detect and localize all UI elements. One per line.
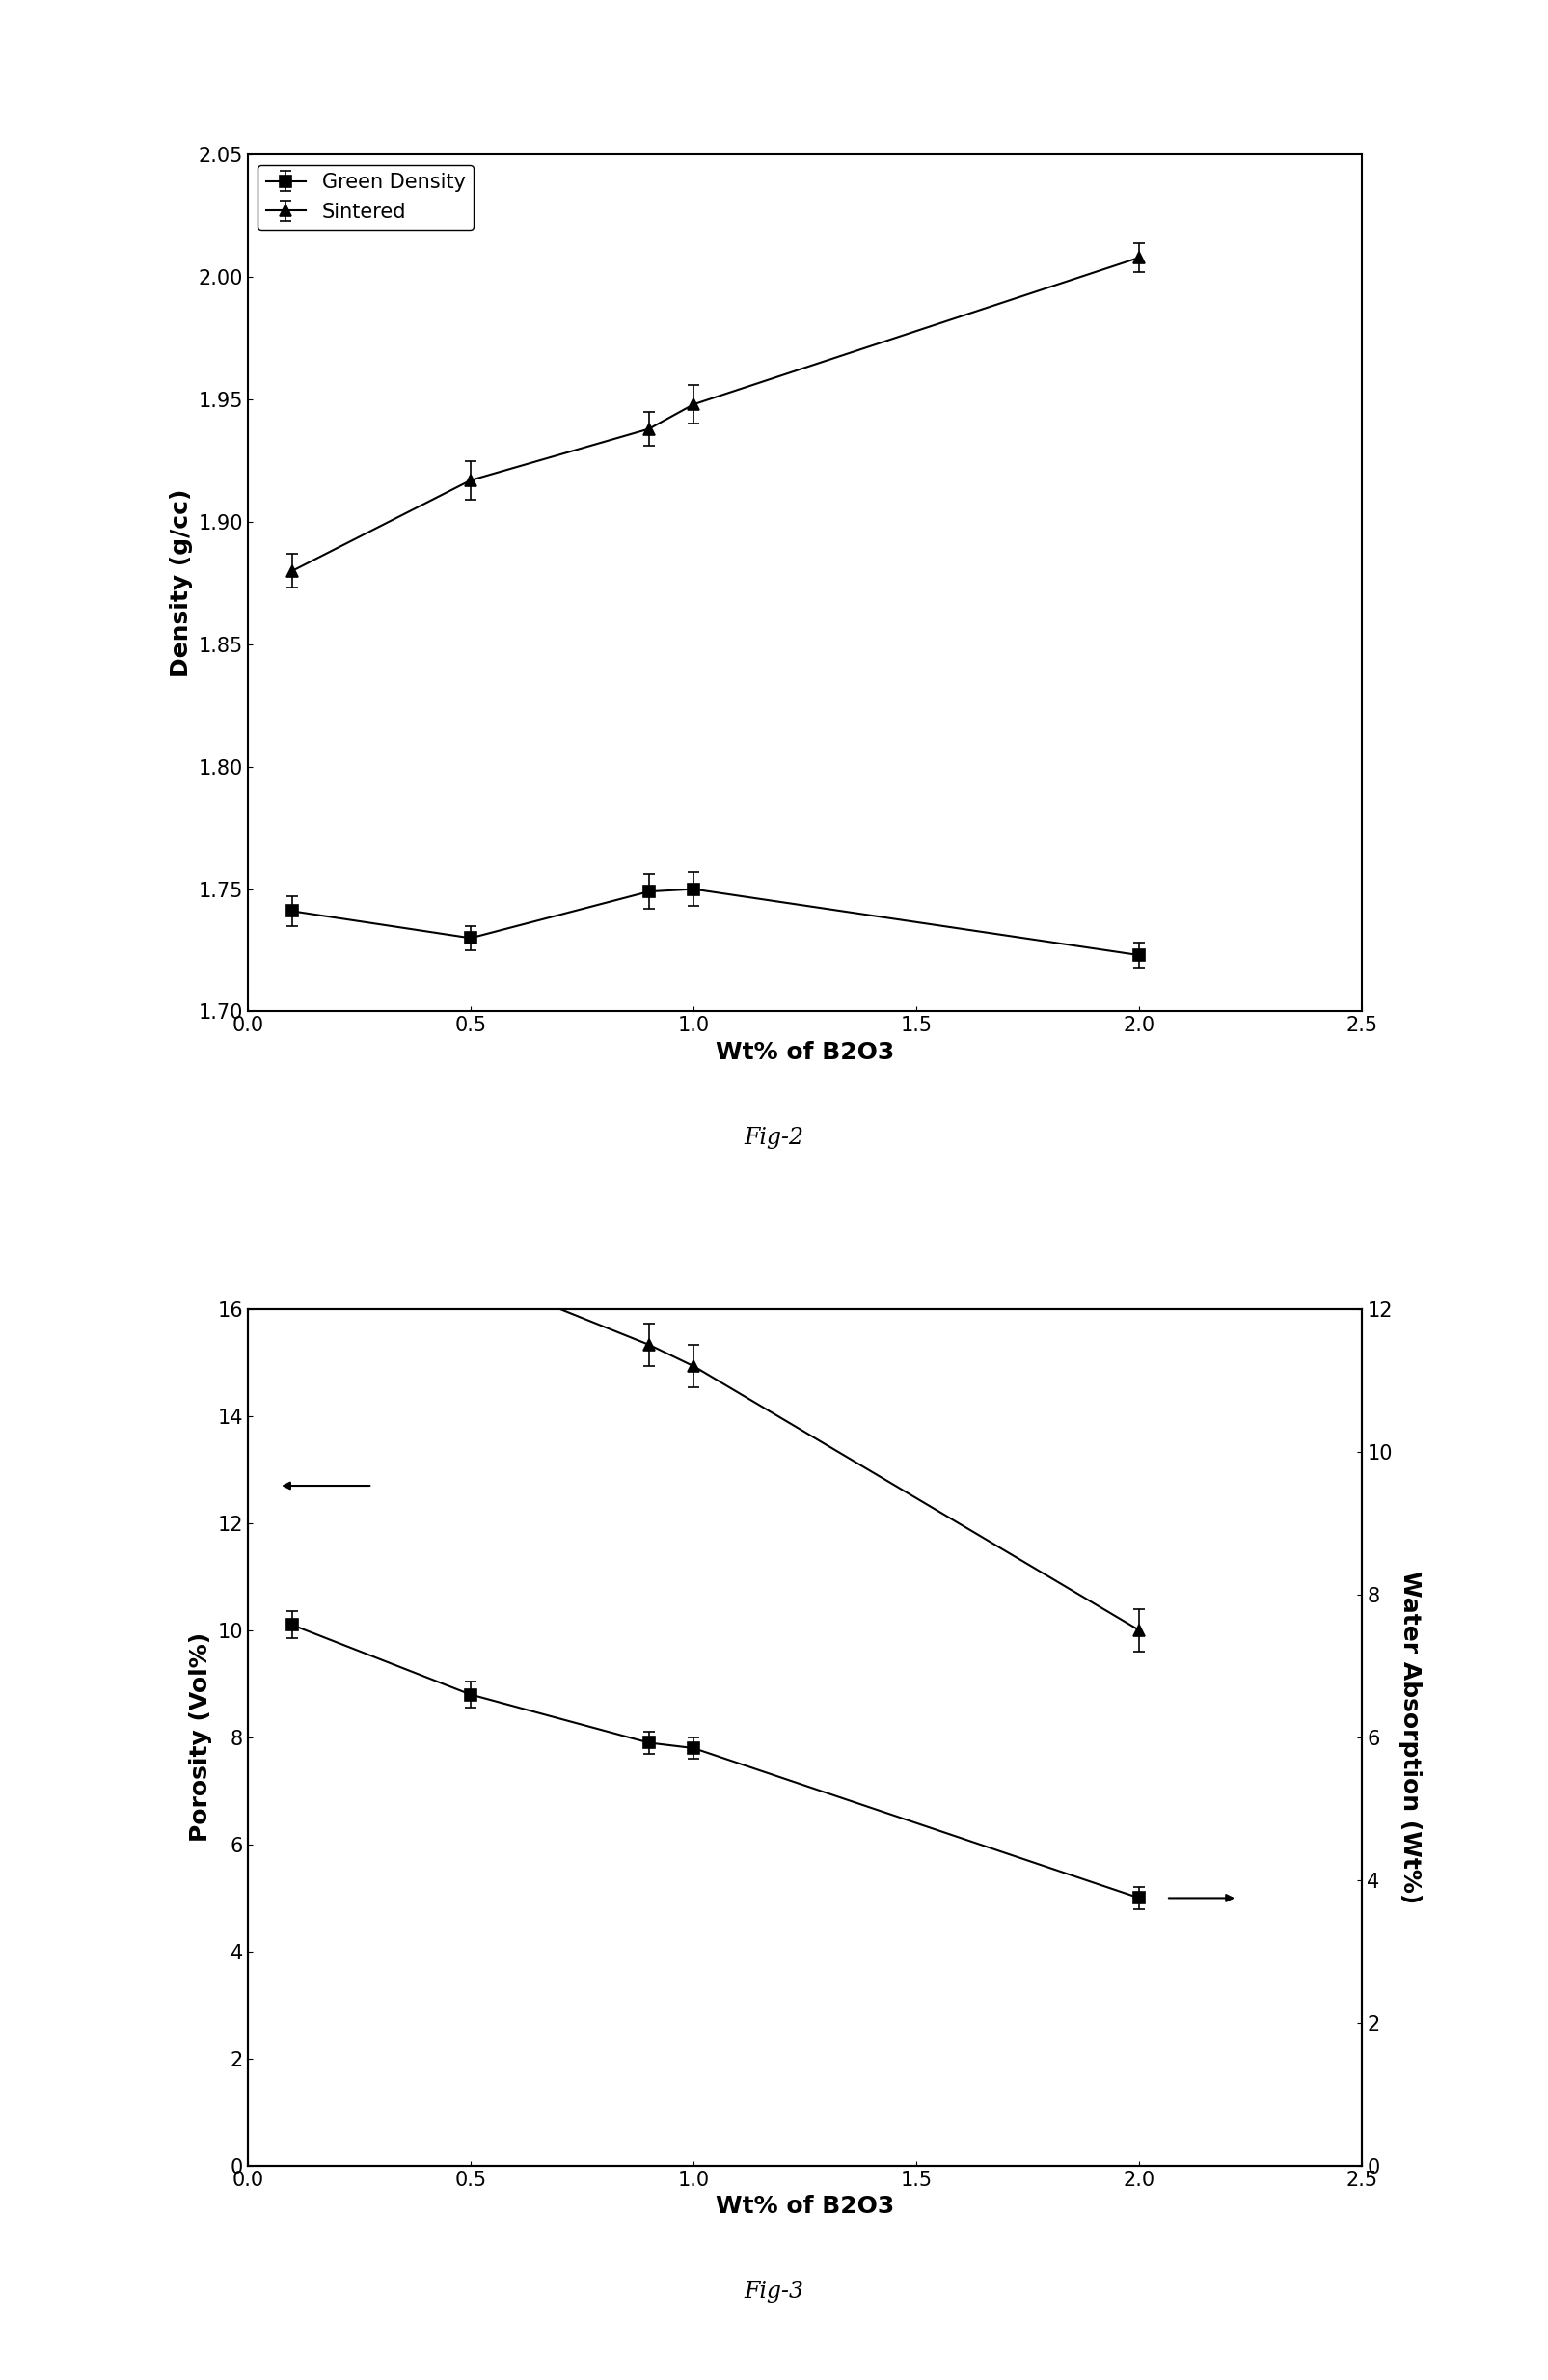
Y-axis label: Density (g/cc): Density (g/cc): [170, 488, 194, 678]
Y-axis label: Porosity (Vol%): Porosity (Vol%): [189, 1633, 212, 1842]
Legend: Green Density, Sintered: Green Density, Sintered: [257, 164, 474, 228]
Y-axis label: Water Absorption (Wt%): Water Absorption (Wt%): [1399, 1571, 1423, 1904]
X-axis label: Wt% of B2O3: Wt% of B2O3: [715, 2194, 895, 2218]
Text: Fig-2: Fig-2: [745, 1126, 803, 1150]
X-axis label: Wt% of B2O3: Wt% of B2O3: [715, 1040, 895, 1064]
Text: Fig-3: Fig-3: [745, 2280, 803, 2304]
